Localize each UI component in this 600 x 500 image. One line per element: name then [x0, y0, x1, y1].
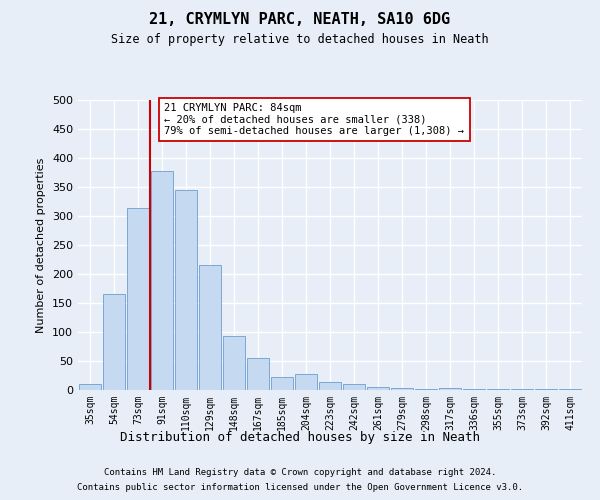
Bar — [343, 384, 365, 390]
Text: Contains HM Land Registry data © Crown copyright and database right 2024.: Contains HM Land Registry data © Crown c… — [104, 468, 496, 477]
Text: Contains public sector information licensed under the Open Government Licence v3: Contains public sector information licen… — [77, 483, 523, 492]
Bar — [295, 374, 317, 390]
Bar — [223, 336, 245, 390]
Bar — [367, 386, 389, 390]
Text: 21, CRYMLYN PARC, NEATH, SA10 6DG: 21, CRYMLYN PARC, NEATH, SA10 6DG — [149, 12, 451, 28]
Bar — [151, 171, 173, 390]
Text: 21 CRYMLYN PARC: 84sqm
← 20% of detached houses are smaller (338)
79% of semi-de: 21 CRYMLYN PARC: 84sqm ← 20% of detached… — [164, 103, 464, 136]
Bar — [439, 388, 461, 390]
Bar — [127, 208, 149, 390]
Y-axis label: Number of detached properties: Number of detached properties — [37, 158, 46, 332]
Text: Distribution of detached houses by size in Neath: Distribution of detached houses by size … — [120, 431, 480, 444]
Text: Size of property relative to detached houses in Neath: Size of property relative to detached ho… — [111, 32, 489, 46]
Bar — [319, 382, 341, 390]
Bar — [415, 389, 437, 390]
Bar — [175, 190, 197, 390]
Bar — [247, 358, 269, 390]
Bar — [199, 266, 221, 390]
Bar — [271, 376, 293, 390]
Bar — [391, 388, 413, 390]
Bar — [79, 384, 101, 390]
Bar — [103, 294, 125, 390]
